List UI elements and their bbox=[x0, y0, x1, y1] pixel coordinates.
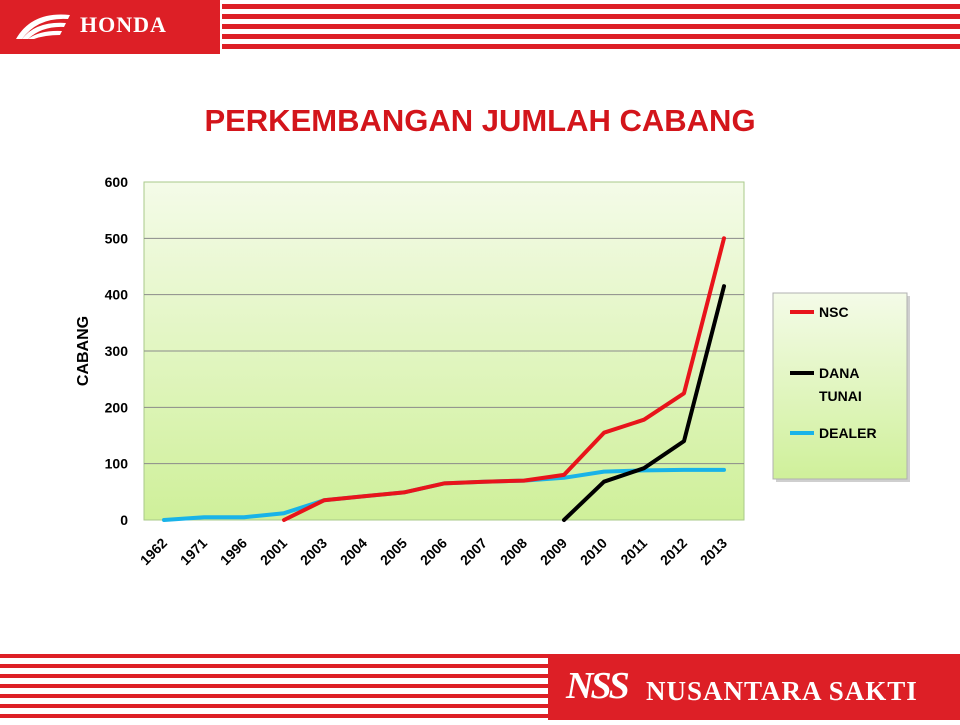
series-line-nsc bbox=[282, 236, 726, 522]
y-tick-label: 400 bbox=[105, 287, 129, 303]
x-tick-label: 2010 bbox=[577, 535, 610, 568]
y-tick-label: 100 bbox=[105, 456, 129, 472]
x-tick-label: 2001 bbox=[257, 535, 290, 568]
x-tick-label: 2012 bbox=[657, 535, 690, 568]
legend-label: DANA TUNAI bbox=[819, 365, 862, 404]
header-stripes bbox=[222, 4, 960, 49]
x-tick-label: 2008 bbox=[497, 535, 530, 568]
x-tick-label: 2003 bbox=[297, 535, 330, 568]
x-tick-label: 1996 bbox=[217, 535, 250, 568]
x-tick-label: 2005 bbox=[377, 535, 410, 568]
legend-label: DEALER bbox=[819, 425, 877, 441]
company-name: NUSANTARA SAKTI bbox=[646, 676, 918, 706]
x-tick-label: 2007 bbox=[457, 535, 490, 568]
y-tick-label: 600 bbox=[105, 174, 129, 190]
x-tick-label: 1962 bbox=[137, 535, 170, 568]
series-line-dana-tunai bbox=[562, 284, 726, 522]
x-tick-label: 2013 bbox=[697, 535, 730, 568]
x-tick-label: 2004 bbox=[337, 535, 370, 568]
honda-logo-text: HONDA bbox=[80, 12, 167, 37]
y-tick-label: 300 bbox=[105, 343, 129, 359]
line-chart: 0 100 200 300 400 500 600 1962 1971 1996 2001 2003… bbox=[75, 174, 910, 568]
legend: NSC DANA TUNAI DEALER bbox=[772, 292, 910, 482]
legend-label: NSC bbox=[819, 304, 849, 320]
x-tick-label: 2011 bbox=[617, 535, 650, 568]
chart: 0 100 200 300 400 500 600 1962 1971 1996 2001 2003… bbox=[0, 160, 960, 620]
header-band bbox=[0, 0, 960, 56]
honda-logo: HONDA bbox=[0, 0, 220, 54]
x-tick-label: 1971 bbox=[177, 535, 210, 568]
y-axis-label: CABANG bbox=[75, 316, 92, 386]
x-tick-label: 2006 bbox=[417, 535, 450, 568]
footer-band bbox=[0, 652, 960, 720]
y-tick-label: 200 bbox=[105, 399, 129, 415]
y-tick-label: 500 bbox=[105, 230, 129, 246]
nss-logo-box bbox=[548, 654, 960, 720]
slide-title: PERKEMBANGAN JUMLAH CABANG bbox=[204, 103, 756, 138]
y-tick-label: 0 bbox=[120, 512, 128, 528]
nss-logo-icon: NSS bbox=[566, 665, 630, 707]
honda-wing-icon bbox=[16, 14, 70, 39]
x-tick-label: 2009 bbox=[537, 535, 570, 568]
footer-stripes bbox=[0, 654, 548, 718]
